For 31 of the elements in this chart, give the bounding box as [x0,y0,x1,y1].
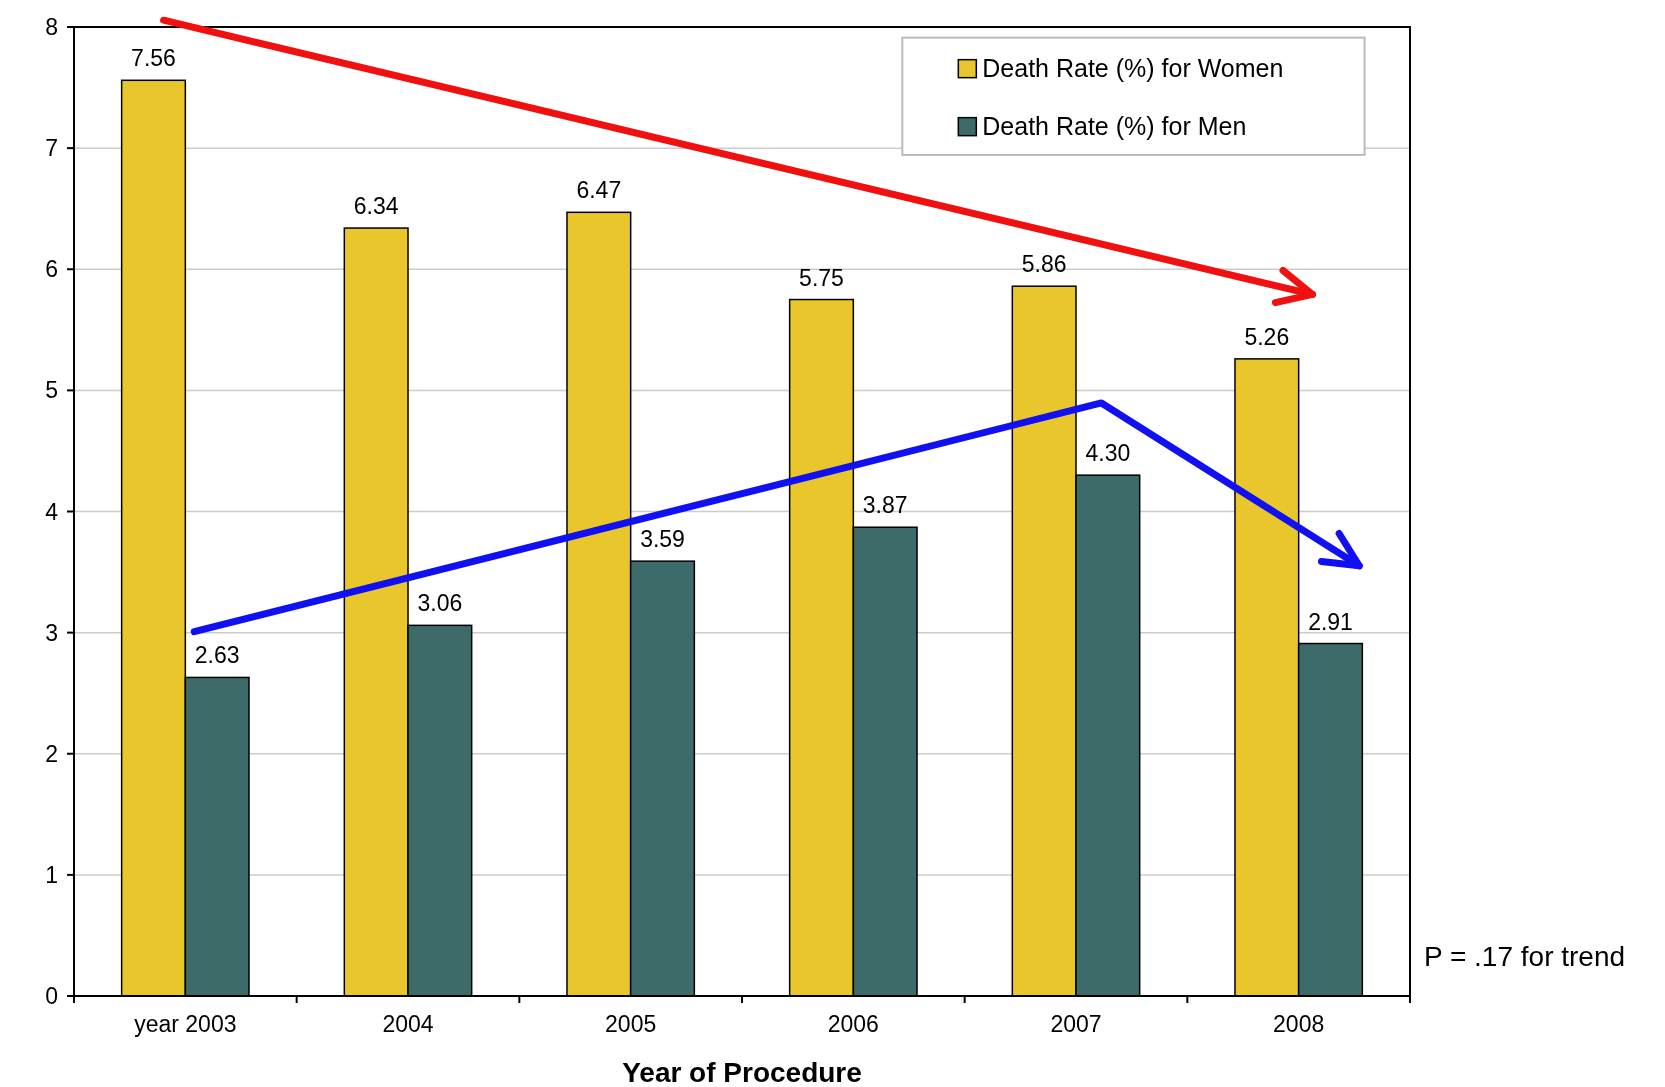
y-tick-label: 7 [45,135,58,162]
data-label: 3.59 [640,526,685,553]
y-tick-label: 2 [45,740,58,767]
x-tick-label: year 2003 [134,1011,237,1037]
text: P = .17 for trend [1424,941,1626,972]
x-axis-title: Year of Procedure [622,1057,862,1087]
data-label: 5.26 [1244,323,1290,350]
x-tick-label: 2008 [1273,1011,1325,1037]
x-tick-label: 2007 [1050,1011,1102,1037]
data-label: 6.34 [353,193,399,220]
data-label: 2.63 [194,642,240,669]
y-tick-label: 3 [45,619,58,646]
data-label: 7.56 [131,45,176,72]
data-label: 3.06 [417,590,463,617]
data-label: 3.87 [862,492,908,519]
x-tick-label: 2005 [605,1011,657,1037]
y-tick-label: 6 [45,256,58,283]
data-label: 6.47 [576,177,622,204]
legend-label: Death Rate (%) for Women [982,54,1284,83]
data-label: 5.86 [1021,251,1067,278]
data-label: 4.30 [1085,440,1131,467]
legend-label: Death Rate (%) for Men [982,112,1247,141]
data-label: 2.91 [1308,608,1353,635]
x-tick-label: 2004 [382,1011,434,1037]
y-tick-label: 1 [45,861,58,888]
y-tick-label: 8 [45,14,58,41]
y-tick-label: 4 [45,498,59,525]
data-label: 5.75 [799,264,844,291]
x-tick-label: 2006 [827,1011,879,1037]
y-tick-label: 5 [45,377,58,404]
y-tick-label: 0 [45,983,58,1010]
